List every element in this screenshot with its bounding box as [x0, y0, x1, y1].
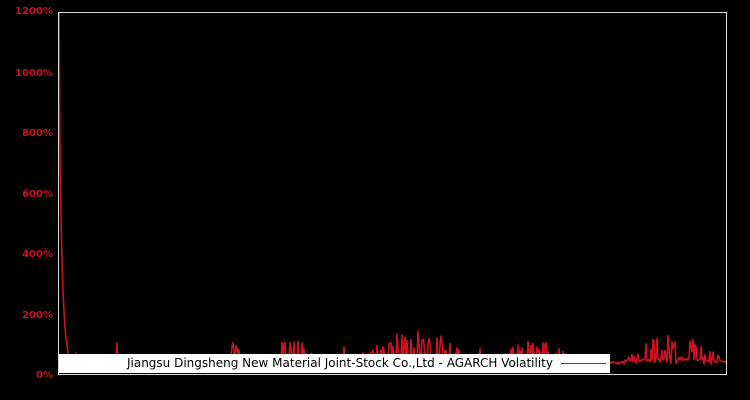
y-axis-label-600: 600%: [22, 189, 53, 200]
legend-label: Jiangsu Dingsheng New Material Joint-Sto…: [126, 356, 553, 370]
y-axis-label-1200: 1200%: [15, 6, 53, 17]
plot-area: [58, 12, 727, 375]
y-axis-label-1000: 1000%: [15, 68, 53, 79]
y-axis-label-400: 400%: [22, 249, 53, 260]
y-axis-label-200: 200%: [22, 310, 53, 321]
y-axis-label-800: 800%: [22, 128, 53, 139]
legend-line-swatch: [561, 354, 606, 373]
y-axis-label-0: 0%: [36, 370, 53, 381]
series-path-agarch-volatility: [59, 13, 726, 366]
chart-legend: Jiangsu Dingsheng New Material Joint-Sto…: [59, 354, 610, 373]
volatility-line-series: [59, 13, 726, 366]
